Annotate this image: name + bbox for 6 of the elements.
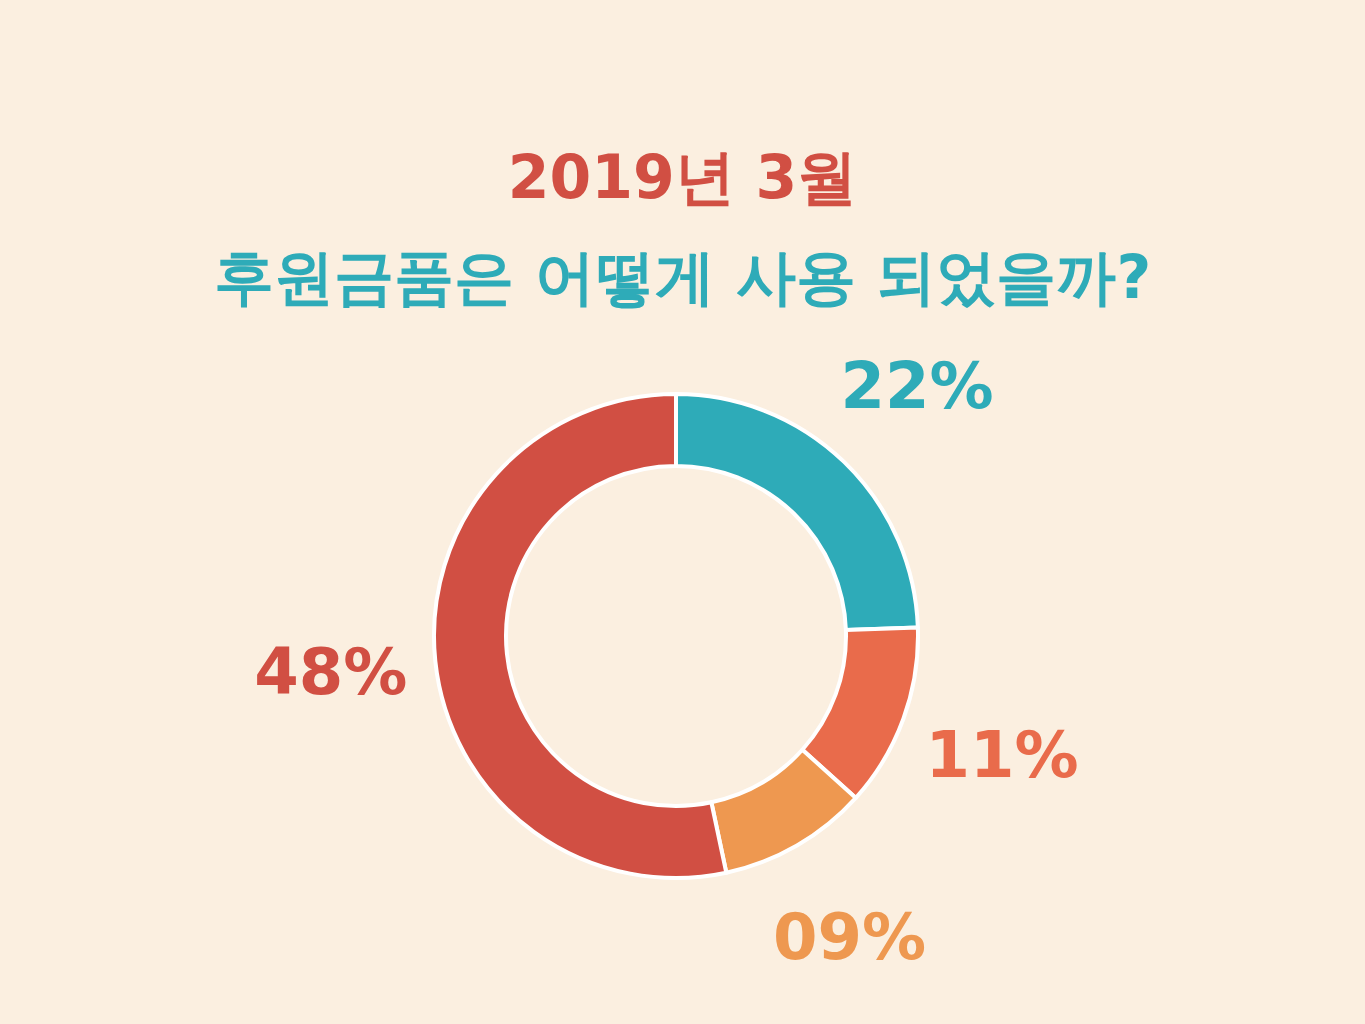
data-label: 22% [840, 349, 994, 424]
chart-title: 2019년 3월 [507, 142, 858, 212]
data-label: 48% [254, 635, 408, 710]
data-label: 09% [772, 899, 927, 974]
data-label: 11% [925, 717, 1079, 792]
chart-subtitle: 후원금품은 어떻게 사용 되었을까? [213, 242, 1152, 312]
